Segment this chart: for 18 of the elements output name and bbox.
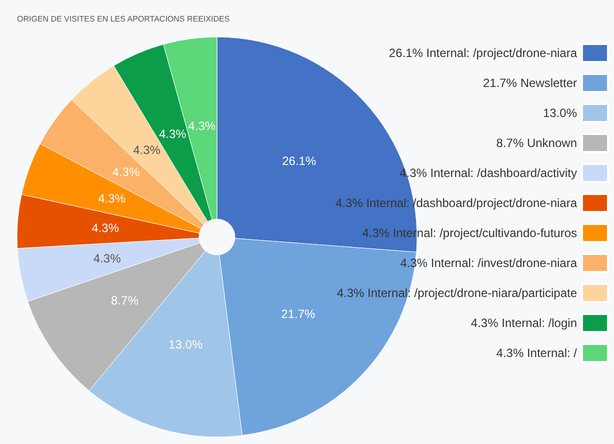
legend-label: 4.3% Internal: /login [470, 316, 577, 330]
data-label: 8.7% [111, 293, 139, 308]
data-label: 21.7% [281, 307, 316, 322]
data-label: 4.3% [112, 164, 140, 179]
data-label: 4.3% [133, 142, 161, 157]
legend-label: 13.0% [542, 106, 578, 120]
data-label: 4.3% [188, 119, 216, 134]
data-label: 4.3% [93, 251, 122, 266]
data-label: 13.0% [168, 338, 203, 352]
legend-label: 4.3% Internal: / [496, 346, 578, 360]
legend-label: 21.7% Newsletter [482, 76, 577, 90]
chart-title: ORIGEN DE VISITES EN LES APORTACIONS REEIXIDES [17, 14, 230, 24]
legend-label: 26.1% Internal: /project/drone-niara [388, 46, 578, 60]
legend-label: 8.7% Unknown [496, 136, 577, 150]
data-label: 4.3% [98, 192, 126, 206]
data-label: 4.3% [158, 127, 187, 142]
data-label: 4.3% [92, 221, 120, 236]
data-label: 26.1% [282, 154, 316, 168]
